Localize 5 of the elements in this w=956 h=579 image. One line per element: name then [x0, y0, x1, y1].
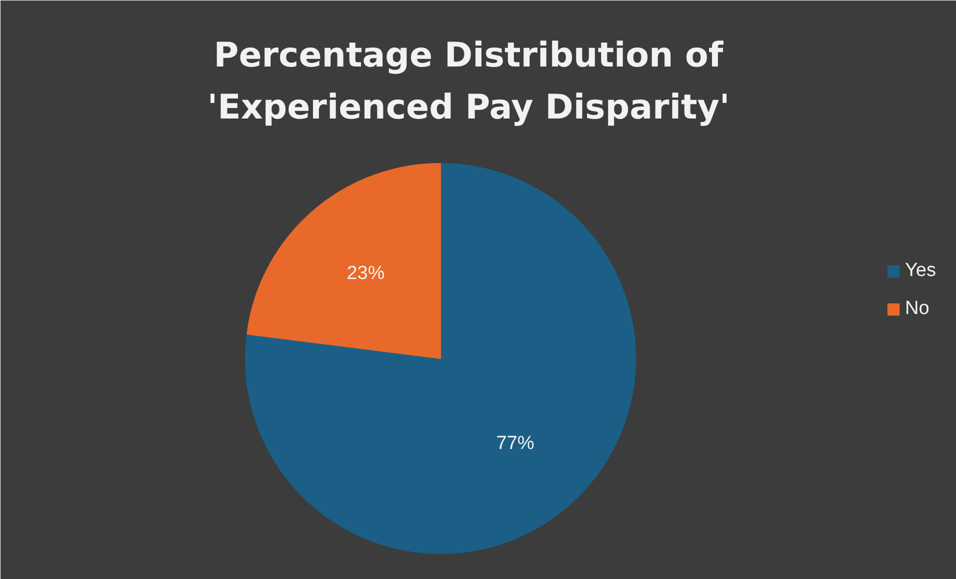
data-label: 23% — [346, 263, 385, 284]
data-label: 77% — [496, 432, 534, 454]
chart-title: Percentage Distribution of 'Experienced Pay Disparity' — [207, 36, 730, 128]
legend-label: Yes — [905, 260, 936, 282]
legend-label: No — [905, 298, 930, 320]
